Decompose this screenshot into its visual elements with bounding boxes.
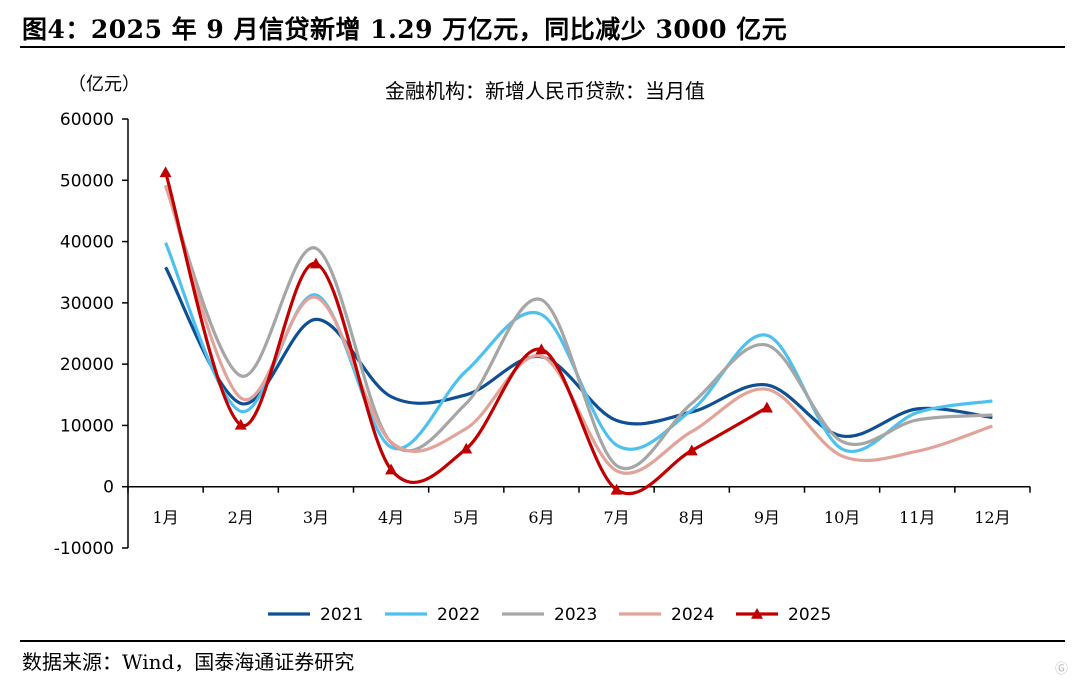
figure-title: 图4：2025 年 9 月信贷新增 1.29 万亿元，同比减少 3000 亿元 [22, 15, 788, 44]
x-tick-label: 2月 [228, 508, 254, 527]
series-line-2021 [164, 266, 993, 438]
y-tick-label: 10000 [60, 416, 114, 436]
y-tick-label: 40000 [60, 233, 114, 253]
x-tick-label: 5月 [453, 508, 479, 527]
x-tick-label: 8月 [679, 508, 705, 527]
legend-label-2021: 2021 [320, 605, 363, 625]
x-tick-label: 1月 [152, 508, 178, 527]
y-tick-label: 30000 [60, 294, 114, 314]
x-tick-label: 3月 [303, 508, 329, 527]
watermark-logo: Ⓖ [1054, 662, 1068, 677]
data-point-2025 [760, 401, 773, 413]
data-point-2025 [535, 343, 548, 355]
legend-label-2022: 2022 [437, 605, 480, 625]
y-tick-label: 60000 [60, 110, 114, 130]
source-divider [20, 640, 1065, 642]
x-tick-label: 12月 [974, 508, 1010, 527]
legend-marker-2025 [751, 608, 763, 619]
data-point-2025 [159, 166, 172, 178]
data-point-2025 [385, 463, 398, 475]
chart-title: 金融机构：新增人民币贷款：当月值 [385, 79, 705, 103]
legend-label-2024: 2024 [671, 605, 714, 625]
x-tick-label: 9月 [754, 508, 780, 527]
legend-label-2023: 2023 [554, 605, 597, 625]
source-note: 数据来源：Wind，国泰海通证券研究 [22, 650, 355, 674]
x-tick-label: 7月 [603, 508, 629, 527]
x-tick-label: 10月 [824, 508, 860, 527]
x-tick-label: 11月 [899, 508, 935, 527]
data-point-2025 [234, 418, 247, 430]
y-tick-label: 50000 [60, 171, 114, 191]
y-axis-label: （亿元） [68, 74, 140, 95]
legend-label-2025: 2025 [788, 605, 831, 625]
x-tick-label: 4月 [378, 508, 404, 527]
y-tick-label: -10000 [54, 539, 114, 559]
x-tick-label: 6月 [528, 508, 554, 527]
data-point-2025 [309, 257, 322, 269]
data-point-2025 [685, 444, 698, 456]
data-point-2025 [610, 483, 623, 495]
series-line-2023 [164, 185, 993, 470]
title-divider [20, 46, 1065, 48]
data-point-2025 [460, 442, 473, 454]
y-tick-label: 0 [103, 478, 114, 498]
y-tick-label: 20000 [60, 355, 114, 375]
